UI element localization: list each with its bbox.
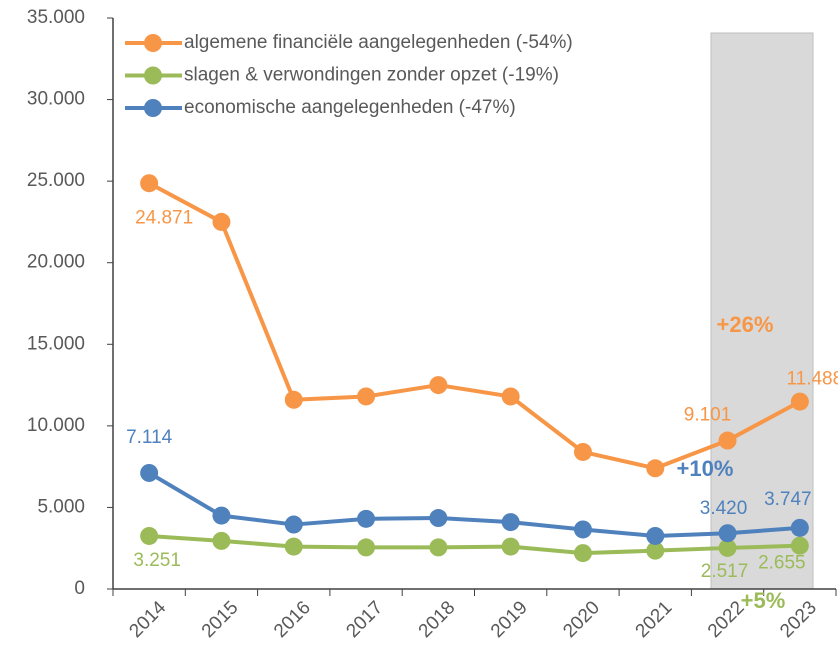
data-label: 2.517 — [701, 561, 749, 582]
x-tick-label: 2018 — [415, 597, 460, 642]
marker — [790, 536, 809, 555]
series-line — [148, 181, 801, 471]
marker — [212, 506, 231, 525]
marker — [357, 387, 376, 406]
x-tick-label: 2014 — [125, 597, 170, 642]
y-tick-label: 25.000 — [27, 170, 85, 191]
marker — [284, 515, 303, 534]
x-tick-label: 2021 — [632, 597, 677, 642]
series-line — [149, 533, 800, 556]
marker — [790, 392, 809, 411]
marker — [284, 390, 303, 409]
marker — [790, 518, 809, 537]
data-label: 11.488 — [786, 369, 838, 390]
x-tick-label: 2019 — [487, 597, 532, 642]
data-label: 7.114 — [126, 427, 173, 448]
marker — [646, 526, 665, 545]
marker — [573, 544, 592, 563]
y-tick-label: 30.000 — [27, 89, 85, 110]
marker — [140, 174, 159, 193]
x-tick-label: 2017 — [342, 597, 387, 642]
data-label: 3.747 — [764, 489, 812, 510]
highlight-region — [710, 32, 814, 590]
y-tick-label: 15.000 — [27, 333, 85, 354]
marker — [284, 537, 303, 556]
marker — [429, 509, 448, 528]
y-tick-label: 20.000 — [27, 252, 85, 273]
legend-label: algemene financiële aangelegenheden (-54… — [184, 32, 573, 53]
marker — [501, 537, 520, 556]
legend-marker — [144, 34, 162, 52]
data-label: 3.251 — [133, 550, 181, 571]
y-tick-label: 35.000 — [27, 7, 85, 28]
marker — [718, 524, 737, 543]
marker — [212, 212, 231, 231]
marker — [573, 520, 592, 539]
legend-marker — [144, 99, 162, 117]
annotation: +5% — [741, 588, 786, 613]
legend-label: slagen & verwondingen zonder opzet (-19%… — [184, 65, 559, 86]
legend-marker — [144, 66, 162, 85]
x-tick-label: 2020 — [559, 597, 604, 642]
marker — [357, 509, 376, 528]
marker — [140, 526, 159, 545]
data-label: 2.655 — [758, 553, 806, 574]
marker — [501, 513, 520, 532]
marker — [140, 463, 159, 482]
marker — [718, 431, 737, 450]
marker — [573, 442, 592, 461]
marker — [646, 459, 665, 478]
annotation: +10% — [677, 456, 734, 481]
marker — [429, 538, 448, 557]
legend-label: economische aangelegenheden (-47%) — [184, 97, 516, 118]
marker — [501, 387, 520, 406]
marker — [718, 538, 737, 557]
y-tick-label: 0 — [74, 578, 85, 599]
y-tick-label: 5.000 — [37, 496, 85, 517]
series-line — [148, 471, 800, 538]
x-tick-label: 2015 — [198, 597, 243, 642]
data-label: 9.101 — [684, 405, 732, 426]
marker — [357, 538, 376, 557]
marker — [429, 376, 448, 395]
data-label: 3.420 — [700, 498, 748, 519]
marker — [646, 541, 665, 560]
annotation: +26% — [717, 312, 774, 337]
x-tick-label: 2016 — [270, 597, 315, 642]
y-tick-label: 10.000 — [27, 415, 85, 436]
data-label: 24.871 — [135, 207, 193, 228]
marker — [212, 531, 231, 550]
